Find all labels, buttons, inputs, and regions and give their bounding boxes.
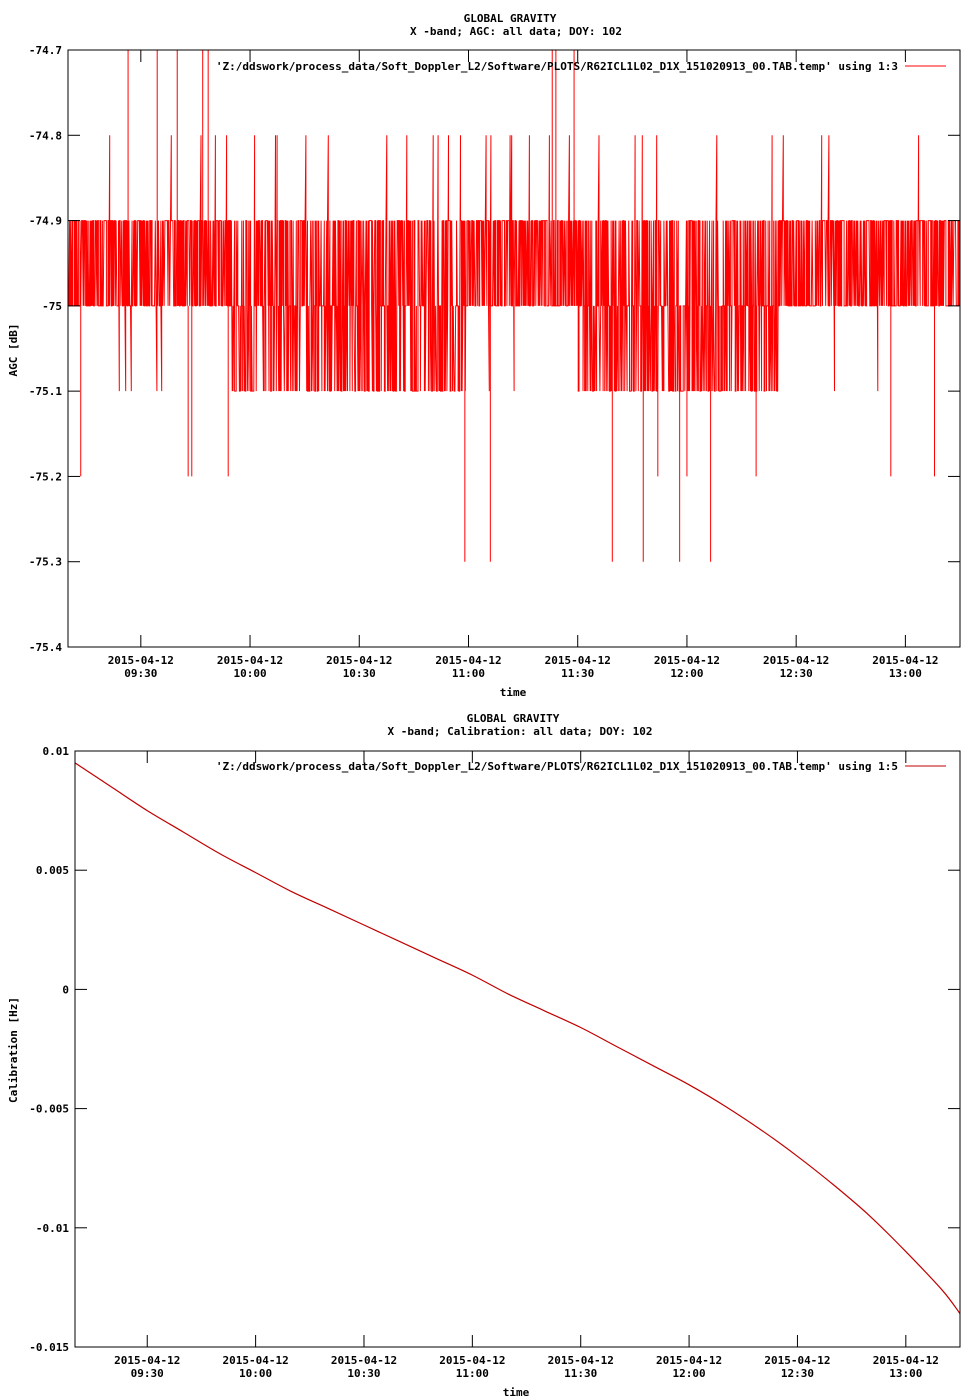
chart1-legend-label: 'Z:/ddswork/process_data/Soft_Doppler_L2…: [216, 60, 898, 73]
y-tick-label: -75.2: [29, 470, 62, 483]
x-tick-time: 13:00: [889, 1367, 922, 1380]
y-tick-label: 0.01: [43, 745, 70, 758]
y-tick-label: -74.8: [29, 129, 62, 142]
agc-series-line: [68, 135, 960, 392]
chart2-subtitle: X -band; Calibration: all data; DOY: 102: [388, 725, 653, 738]
y-tick-label: -0.015: [29, 1341, 69, 1354]
x-tick-time: 10:00: [239, 1367, 272, 1380]
x-tick-time: 10:30: [347, 1367, 380, 1380]
y-tick-label: 0.005: [36, 864, 69, 877]
chart1-data-layer: [68, 50, 960, 562]
x-tick-date: 2015-04-12: [656, 1354, 722, 1367]
y-tick-label: -0.005: [29, 1103, 69, 1116]
chart2-title: GLOBAL GRAVITY: [467, 712, 560, 725]
y-tick-label: -0.01: [36, 1222, 69, 1235]
y-tick-label: -75.1: [29, 385, 62, 398]
x-tick-time: 09:30: [131, 1367, 164, 1380]
x-tick-time: 11:30: [561, 667, 594, 680]
y-tick-label: -75.4: [29, 641, 62, 654]
chart2-x-axis: 2015-04-1209:302015-04-1210:002015-04-12…: [114, 751, 939, 1380]
y-tick-label: -74.9: [29, 215, 62, 228]
x-tick-time: 11:30: [564, 1367, 597, 1380]
x-tick-time: 10:30: [343, 667, 376, 680]
chart1-plot-frame: [67, 49, 961, 648]
chart1-x-axis: 2015-04-1209:302015-04-1210:002015-04-12…: [108, 50, 939, 680]
x-tick-date: 2015-04-12: [764, 1354, 830, 1367]
x-tick-date: 2015-04-12: [654, 654, 720, 667]
calibration-chart: GLOBAL GRAVITY X -band; Calibration: all…: [7, 712, 961, 1399]
x-tick-date: 2015-04-12: [217, 654, 283, 667]
chart1-subtitle: X -band; AGC: all data; DOY: 102: [410, 25, 622, 38]
x-tick-date: 2015-04-12: [331, 1354, 397, 1367]
x-tick-date: 2015-04-12: [435, 654, 501, 667]
x-tick-time: 09:30: [124, 667, 157, 680]
chart1-title: GLOBAL GRAVITY: [464, 12, 557, 25]
chart1-y-axis-label: AGC [dB]: [7, 324, 20, 377]
x-tick-date: 2015-04-12: [222, 1354, 288, 1367]
agc-chart: GLOBAL GRAVITY X -band; AGC: all data; D…: [7, 12, 961, 699]
x-tick-date: 2015-04-12: [114, 1354, 180, 1367]
chart2-y-axis-label: Calibration [Hz]: [7, 997, 20, 1103]
x-tick-time: 11:00: [452, 667, 485, 680]
x-tick-time: 11:00: [456, 1367, 489, 1380]
chart2-plot-frame: [74, 750, 961, 1348]
chart2-y-axis: 0.01 0.005 0 -0.005 -0.01 -0.015: [29, 745, 960, 1354]
x-tick-time: 12:00: [670, 667, 703, 680]
x-tick-date: 2015-04-12: [872, 654, 938, 667]
x-tick-date: 2015-04-12: [545, 654, 611, 667]
x-tick-time: 13:00: [889, 667, 922, 680]
x-tick-date: 2015-04-12: [326, 654, 392, 667]
chart1-y-axis: -74.7 -74.8 -74.9 -75 -75.1 -75.2 -75.3 -75.4: [29, 44, 960, 654]
chart2-x-axis-label: time: [503, 1386, 530, 1399]
x-tick-time: 12:00: [673, 1367, 706, 1380]
x-tick-time: 12:30: [781, 1367, 814, 1380]
y-tick-label: -75: [42, 300, 62, 313]
x-tick-date: 2015-04-12: [873, 1354, 939, 1367]
x-tick-date: 2015-04-12: [108, 654, 174, 667]
x-tick-time: 12:30: [780, 667, 813, 680]
chart2-legend-label: 'Z:/ddswork/process_data/Soft_Doppler_L2…: [216, 760, 898, 773]
x-tick-time: 10:00: [233, 667, 266, 680]
chart1-x-axis-label: time: [500, 686, 527, 699]
x-tick-date: 2015-04-12: [763, 654, 829, 667]
y-tick-label: -75.3: [29, 556, 62, 569]
calibration-series-line: [74, 762, 961, 1314]
chart2-legend: 'Z:/ddswork/process_data/Soft_Doppler_L2…: [216, 760, 946, 773]
x-tick-date: 2015-04-12: [548, 1354, 614, 1367]
chart2-data-layer: [74, 762, 961, 1314]
y-tick-label: -74.7: [29, 44, 62, 57]
x-tick-date: 2015-04-12: [439, 1354, 505, 1367]
chart1-legend: 'Z:/ddswork/process_data/Soft_Doppler_L2…: [216, 60, 946, 73]
y-tick-label: 0: [62, 983, 69, 996]
